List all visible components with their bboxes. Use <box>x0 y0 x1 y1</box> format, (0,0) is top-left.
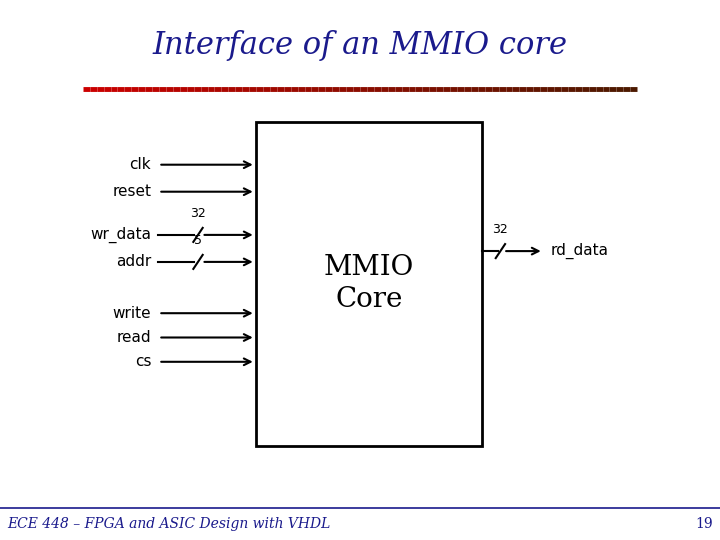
Text: ECE 448 – FPGA and ASIC Design with VHDL: ECE 448 – FPGA and ASIC Design with VHDL <box>7 517 330 531</box>
Text: 32: 32 <box>190 207 206 220</box>
Text: cs: cs <box>135 354 151 369</box>
Text: 19: 19 <box>696 517 713 531</box>
Text: addr: addr <box>116 254 151 269</box>
Text: wr_data: wr_data <box>90 227 151 243</box>
Text: MMIO
Core: MMIO Core <box>324 254 414 313</box>
Text: write: write <box>112 306 151 321</box>
Text: Interface of an MMIO core: Interface of an MMIO core <box>153 30 567 62</box>
Text: rd_data: rd_data <box>551 243 609 259</box>
Text: 32: 32 <box>492 223 508 236</box>
Bar <box>256 122 482 446</box>
Text: reset: reset <box>112 184 151 199</box>
Text: read: read <box>117 330 151 345</box>
Text: 5: 5 <box>194 234 202 247</box>
Text: clk: clk <box>130 157 151 172</box>
